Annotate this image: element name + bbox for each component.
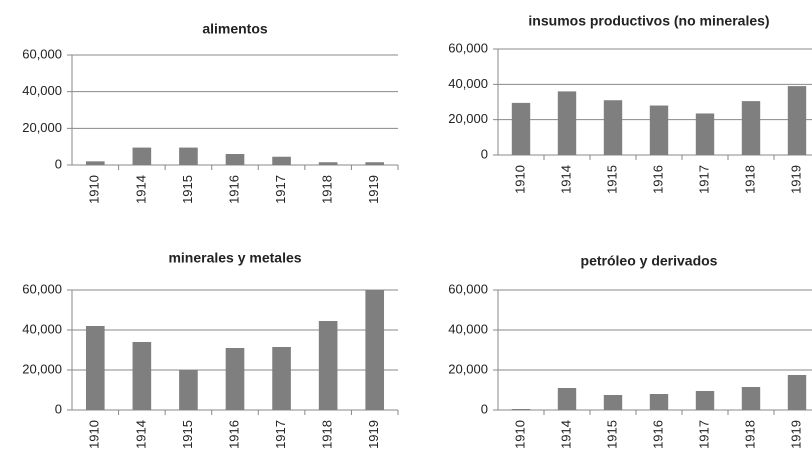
- x-tick-label: 1919: [788, 420, 803, 449]
- bar: [603, 395, 623, 410]
- bar: [557, 388, 577, 410]
- x-tick-label: 1914: [133, 420, 148, 449]
- bar: [132, 147, 152, 165]
- bar: [179, 147, 198, 165]
- y-tick-label: 20,000: [22, 361, 62, 376]
- chart-title: insumos productivos (no minerales): [528, 13, 769, 29]
- bar: [511, 409, 531, 410]
- x-tick-label: 1915: [180, 420, 195, 449]
- y-tick-label: 40,000: [448, 76, 488, 91]
- x-tick-label: 1918: [320, 420, 335, 449]
- y-tick-label: 20,000: [448, 361, 488, 376]
- x-tick-label: 1916: [650, 165, 665, 194]
- bar: [85, 161, 105, 165]
- y-tick-label: 40,000: [22, 321, 62, 336]
- y-tick-label: 40,000: [448, 321, 488, 336]
- y-tick-label: 60,000: [22, 46, 62, 61]
- x-tick-label: 1916: [650, 420, 665, 449]
- bar: [787, 375, 807, 410]
- bar: [741, 101, 761, 155]
- y-tick-label: 20,000: [22, 120, 62, 135]
- bar: [695, 391, 715, 410]
- x-tick-label: 1910: [512, 165, 527, 194]
- y-tick-label: 20,000: [448, 111, 488, 126]
- x-tick-label: 1915: [604, 165, 619, 194]
- x-tick-label: 1918: [320, 175, 335, 204]
- bar: [365, 290, 385, 410]
- x-tick-label: 1915: [604, 420, 619, 449]
- bar: [787, 86, 807, 155]
- x-tick-label: 1917: [696, 165, 711, 194]
- x-tick-label: 1916: [226, 175, 241, 204]
- bar: [649, 394, 669, 410]
- y-tick-label: 60,000: [22, 281, 62, 296]
- y-tick-label: 0: [55, 401, 62, 416]
- bar: [179, 370, 198, 410]
- chart-title: petróleo y derivados: [581, 253, 718, 269]
- x-tick-label: 1917: [696, 420, 711, 449]
- bar: [649, 105, 669, 155]
- bar: [695, 113, 715, 155]
- y-tick-label: 0: [481, 146, 488, 161]
- bar: [557, 91, 577, 155]
- bar: [225, 348, 245, 410]
- bar: [225, 154, 245, 165]
- x-tick-label: 1915: [180, 175, 195, 204]
- bar: [272, 156, 291, 165]
- x-tick-label: 1910: [87, 175, 102, 204]
- y-tick-label: 40,000: [22, 83, 62, 98]
- y-tick-label: 60,000: [448, 40, 488, 55]
- bar: [741, 387, 761, 410]
- x-tick-label: 1917: [273, 420, 288, 449]
- chart-title: alimentos: [202, 21, 268, 37]
- x-tick-label: 1919: [366, 420, 381, 449]
- bar: [85, 326, 105, 410]
- x-tick-label: 1918: [742, 420, 757, 449]
- bar: [132, 342, 152, 410]
- x-tick-label: 1914: [558, 165, 573, 194]
- bar: [365, 162, 385, 165]
- x-tick-label: 1916: [226, 420, 241, 449]
- x-tick-label: 1918: [742, 165, 757, 194]
- x-tick-label: 1919: [366, 175, 381, 204]
- y-tick-label: 0: [55, 156, 62, 171]
- x-tick-label: 1910: [512, 420, 527, 449]
- y-tick-label: 0: [481, 401, 488, 416]
- y-tick-label: 60,000: [448, 281, 488, 296]
- bar: [272, 347, 291, 410]
- bar: [603, 100, 623, 155]
- x-tick-label: 1910: [87, 420, 102, 449]
- x-tick-label: 1919: [788, 165, 803, 194]
- x-tick-label: 1914: [558, 420, 573, 449]
- bar: [318, 162, 338, 165]
- x-tick-label: 1917: [273, 175, 288, 204]
- bar: [511, 102, 531, 155]
- bar: [318, 321, 338, 410]
- x-tick-label: 1914: [133, 175, 148, 204]
- chart-title: minerales y metales: [168, 250, 301, 266]
